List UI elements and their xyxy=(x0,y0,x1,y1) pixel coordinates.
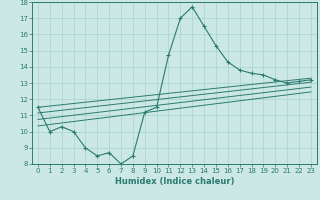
X-axis label: Humidex (Indice chaleur): Humidex (Indice chaleur) xyxy=(115,177,234,186)
